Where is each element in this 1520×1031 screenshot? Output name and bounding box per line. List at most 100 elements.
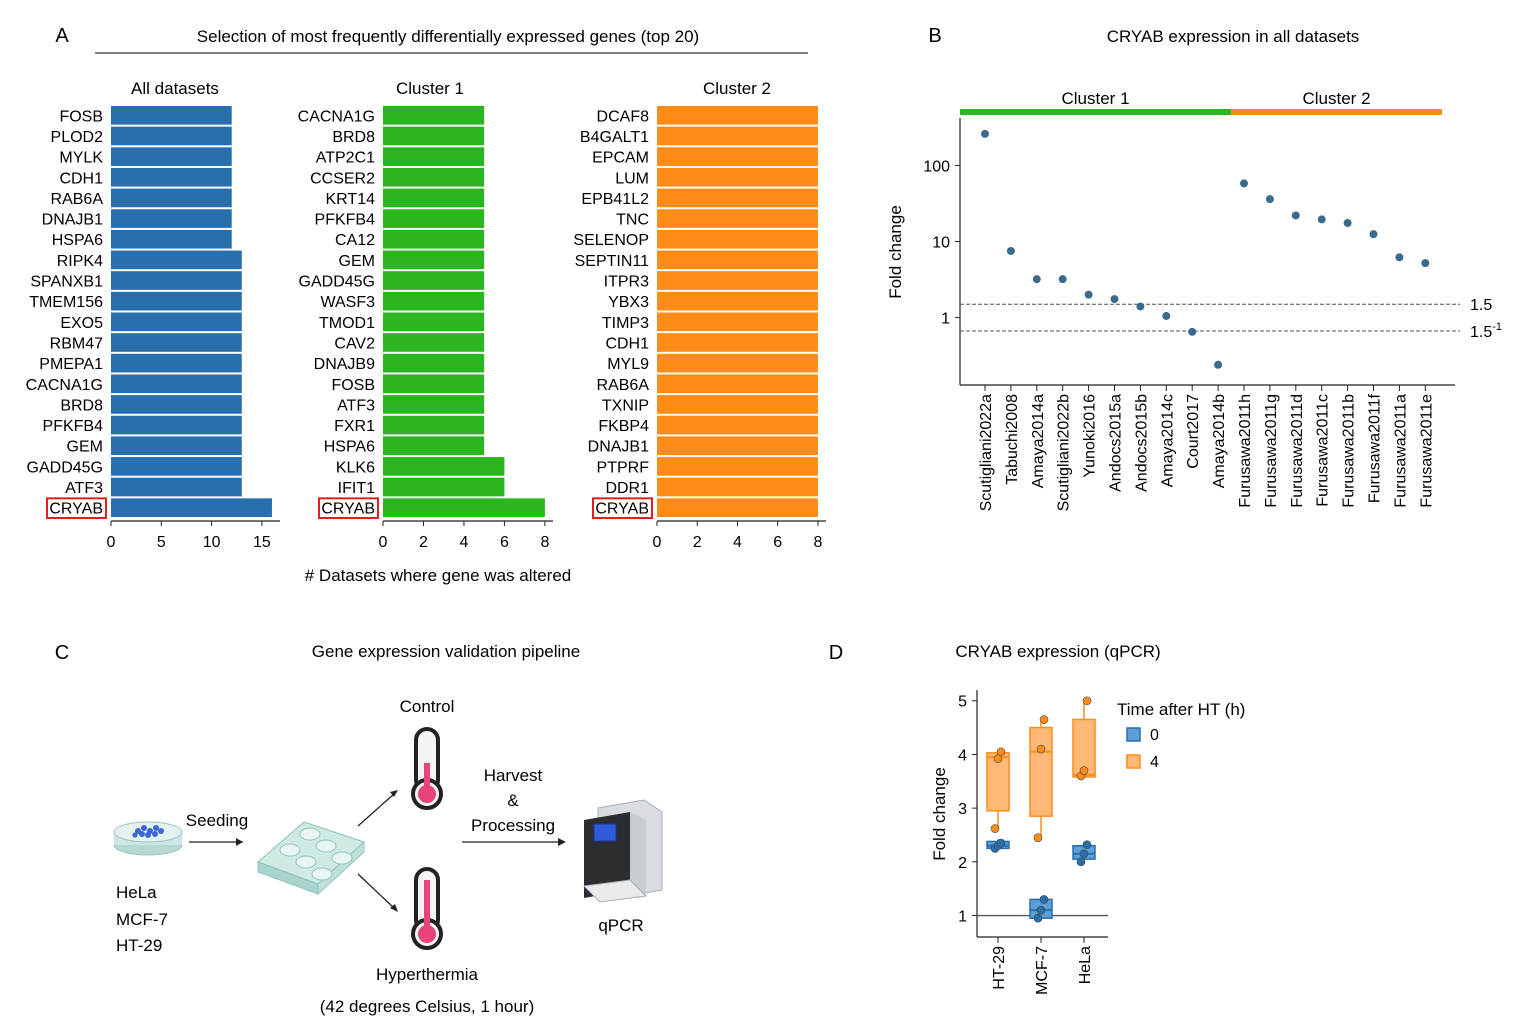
x-tick-label: Scutigliani2022b (1056, 394, 1073, 512)
scatter-chart-cryab-datasets: Cluster 1 Cluster 2 1 10 100 Fold change 1.5 1.… (886, 89, 1502, 511)
y-tick-label: GEM (67, 439, 103, 456)
bar (657, 147, 818, 166)
box-point (990, 824, 1000, 833)
box-chart-cryab-qpcr: 1 2 3 4 5 Fold change HT-29 MCF-7 HeLa Time after… (930, 690, 1245, 995)
bar (111, 395, 242, 414)
x-tick-label: 4 (459, 534, 468, 551)
box (1029, 726, 1053, 817)
bar (111, 167, 232, 187)
chart-title: All datasets (131, 79, 219, 98)
cell-line-ht29: HT-29 (116, 936, 162, 955)
x-tick-label: 6 (773, 534, 782, 551)
y-tick-label: KLK6 (336, 459, 375, 476)
y-tick-label: WASF3 (320, 294, 375, 311)
y-tick-label: PFKFB4 (315, 212, 376, 229)
data-point (1343, 219, 1352, 228)
cluster-label: Cluster 1 (1062, 89, 1130, 108)
x-tick-label: Yunoki2016 (1082, 394, 1099, 478)
bar (657, 498, 818, 517)
bar (657, 477, 818, 497)
threshold-label-superscript: -1 (1492, 321, 1502, 333)
panel-a-letter: A (55, 25, 69, 47)
bar-chart-cluster-1: Cluster 1 CACNA1G BRD8 ATP2C1 CCSER2 KRT14 PFK… (298, 79, 553, 551)
y-axis-label: Fold change (930, 767, 949, 861)
bar-chart-cluster-2: Cluster 2 DCAF8 B4GALT1 EPCAM LUM EPB41L2 TNC S… (573, 79, 826, 551)
y-tick-label: FXR1 (334, 418, 375, 435)
bar (111, 477, 242, 497)
y-tick-label: DNAJB9 (314, 356, 375, 373)
y-tick-label: 3 (958, 801, 967, 818)
data-point (1032, 275, 1041, 284)
y-tick-label: DNAJB1 (42, 212, 103, 229)
bar (111, 374, 242, 394)
bar (383, 291, 485, 311)
bar (383, 167, 485, 187)
y-tick-label: 10 (932, 235, 950, 252)
bar (657, 229, 818, 249)
bar-chart-all-datasets: All datasets FOSB PLOD2 MYLK CDH1 RAB6A DNAJB1… (26, 79, 280, 551)
x-tick-label: 0 (107, 534, 116, 551)
y-tick-label: FOSB (331, 377, 375, 394)
y-tick-label: PLOD2 (51, 129, 104, 146)
data-point (1110, 295, 1119, 304)
panel-d-letter: D (829, 642, 843, 664)
x-tick-label: Furusawa2011h (1237, 394, 1254, 508)
data-point (1084, 290, 1093, 299)
bar (657, 167, 818, 187)
y-tick-label: B4GALT1 (580, 129, 649, 146)
y-tick-label: IFIT1 (338, 480, 375, 497)
y-tick-label: RIPK4 (57, 253, 103, 270)
data-point (1291, 211, 1300, 220)
x-tick-label: 6 (500, 534, 509, 551)
y-tick-label: CRYAB (595, 501, 649, 518)
pipeline-diagram: HeLa MCF-7 HT-29 Seeding Control (113, 697, 663, 1016)
box-point (1082, 696, 1092, 706)
x-tick-label: 0 (653, 534, 662, 551)
bar (111, 353, 242, 373)
y-tick-label: PMEPA1 (39, 356, 103, 373)
x-tick-label: 5 (157, 534, 166, 551)
panel-d-title: CRYAB expression (qPCR) (955, 642, 1160, 661)
bar (111, 291, 242, 311)
data-point (1162, 311, 1171, 320)
box-point (1033, 913, 1043, 923)
data-point (1006, 247, 1015, 256)
y-tick-label: EPB41L2 (581, 191, 649, 208)
panel-b-letter: B (928, 25, 941, 47)
bar (657, 415, 818, 435)
y-tick-label: 4 (958, 747, 967, 764)
cell-line-hela: HeLa (116, 883, 157, 902)
y-tick-label: YBX3 (608, 294, 649, 311)
box-point (1082, 840, 1092, 849)
legend-swatch (1126, 754, 1141, 769)
y-tick-label: RBM47 (50, 335, 103, 352)
panel-a-title: Selection of most frequently differentia… (197, 27, 699, 46)
y-tick-label: CDH1 (59, 170, 103, 187)
y-tick-label: ATP2C1 (316, 150, 375, 167)
y-tick-label: GADD45G (299, 274, 375, 291)
bar (657, 436, 818, 456)
panel-b-title: CRYAB expression in all datasets (1107, 27, 1360, 46)
bar (111, 498, 272, 517)
data-point (1136, 302, 1145, 311)
x-tick-label: Andocs2015b (1133, 394, 1150, 492)
bar (383, 209, 485, 228)
bar (657, 333, 818, 352)
y-tick-label: LUM (615, 170, 649, 187)
y-tick-label: CRYAB (321, 501, 375, 518)
data-point (1317, 215, 1326, 224)
bar (383, 229, 485, 249)
y-tick-label: CRYAB (49, 501, 103, 518)
bar (657, 312, 818, 332)
bar (111, 106, 232, 125)
x-tick-label: Furusawa2011g (1263, 394, 1280, 508)
bar (111, 312, 242, 332)
y-tick-label: GEM (339, 253, 375, 270)
y-tick-label: BRD8 (332, 129, 375, 146)
y-tick-label: RAB6A (51, 191, 104, 208)
data-point (1214, 360, 1223, 369)
box-point (1079, 849, 1089, 859)
y-tick-label: PTPRF (597, 459, 650, 476)
bar (111, 415, 242, 435)
bar (383, 147, 485, 166)
